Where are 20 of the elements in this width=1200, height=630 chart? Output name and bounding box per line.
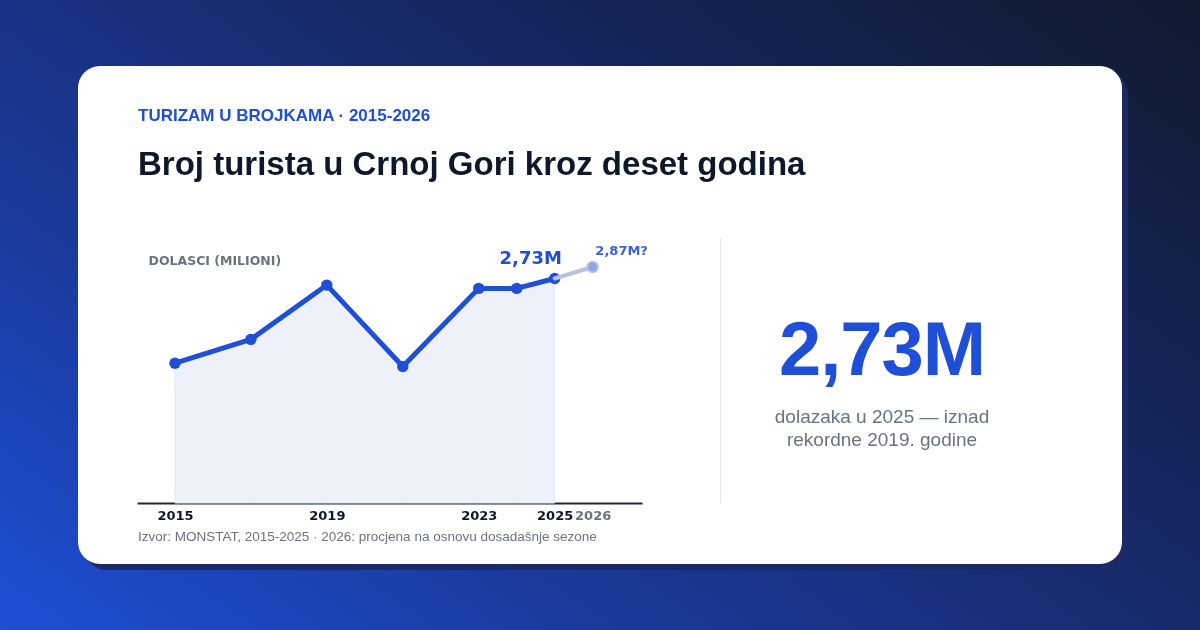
x-tick-label: 2023 [461,507,498,523]
y-axis-title: DOLASCI (MILIONI) [148,252,282,268]
x-tick-label: 2015 [157,507,194,523]
x-tick-label: 2025 [537,507,574,523]
data-label: 2,73M [499,246,562,268]
point [321,279,333,291]
x-tick-label: 2019 [309,507,346,523]
point [586,260,599,274]
chart-title: Broj turista u Crnoj Gori kroz deset godina [138,145,806,183]
text: 2,73M [777,305,987,392]
chart-subtitle: TURIZAM U BROJKAMA · 2015-2026 [138,106,431,126]
point [397,360,409,373]
data-label: 2,87M? [595,243,648,258]
point [169,357,181,369]
point [473,282,485,295]
x-tick-label: 2026 [575,507,612,523]
text: Izvor: MONSTAT, 2015-2025 · 2026: procjena na osnovu dosadašnje sezone [138,529,597,544]
text: dolazaka u 2025 — iznad rekordne 2019. godine [773,405,991,451]
point [511,282,523,295]
point [245,333,257,346]
